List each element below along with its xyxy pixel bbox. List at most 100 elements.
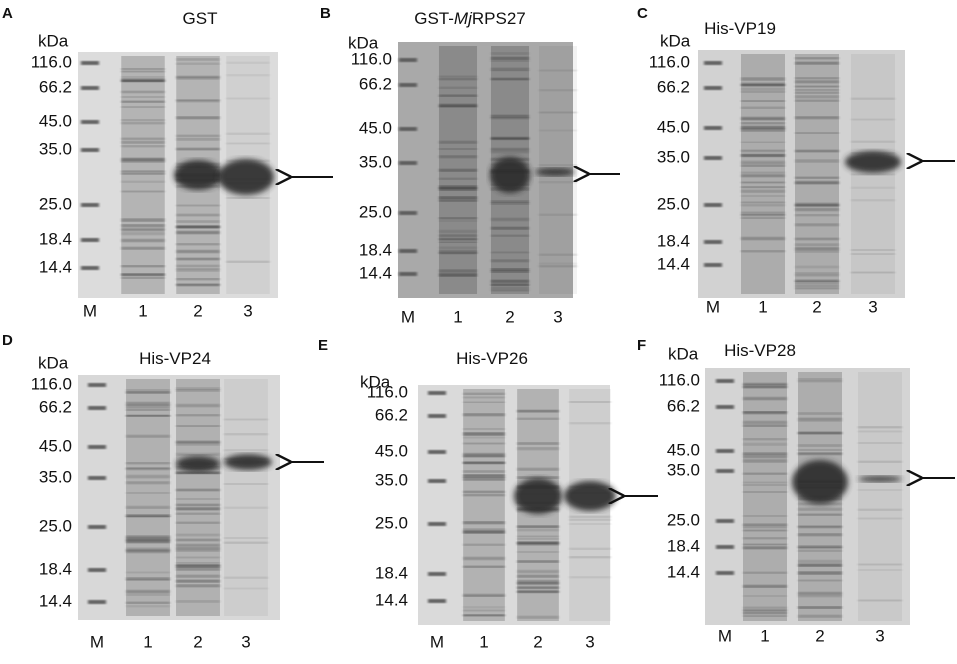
- band: [517, 468, 559, 471]
- band: [438, 94, 478, 97]
- band: [798, 449, 842, 451]
- band: [490, 251, 530, 254]
- marker-label: 66.2: [359, 74, 392, 93]
- band: [798, 420, 842, 422]
- band: [538, 129, 578, 132]
- band: [517, 586, 559, 589]
- lane-label: 2: [812, 297, 821, 316]
- band: [176, 600, 220, 603]
- band: [741, 117, 785, 121]
- band: [176, 489, 220, 491]
- band: [798, 614, 842, 618]
- marker-band: [704, 126, 722, 130]
- band: [741, 164, 785, 167]
- band: [741, 77, 785, 81]
- band: [176, 204, 220, 207]
- band: [490, 59, 530, 62]
- band: [741, 204, 785, 207]
- band: [741, 201, 785, 204]
- marker-label: 66.2: [667, 396, 700, 415]
- band: [126, 492, 170, 494]
- band: [538, 69, 578, 72]
- band: [569, 523, 611, 525]
- marker-band: [81, 120, 99, 124]
- band: [176, 265, 220, 267]
- band: [438, 177, 478, 180]
- marker-label: 45.0: [667, 440, 700, 459]
- band: [798, 525, 842, 527]
- band: [741, 213, 785, 215]
- band: [176, 574, 220, 578]
- title-part: GST: [183, 9, 218, 28]
- band: [743, 595, 787, 597]
- band: [851, 97, 895, 100]
- title-part: His-VP24: [139, 349, 211, 368]
- band: [463, 609, 505, 612]
- band: [798, 412, 842, 415]
- band: [858, 563, 902, 566]
- panel-letter: C: [637, 5, 648, 22]
- gel-image: [418, 385, 616, 625]
- band: [795, 250, 839, 253]
- band: [176, 547, 220, 550]
- band: [224, 483, 268, 485]
- band: [126, 391, 170, 393]
- band: [463, 470, 505, 473]
- panel-title: His-VP19: [704, 19, 776, 38]
- band: [795, 266, 839, 268]
- expressed-band: [218, 159, 274, 195]
- band: [795, 237, 839, 240]
- band: [743, 386, 787, 388]
- band: [176, 134, 220, 137]
- marker-label: 116.0: [649, 52, 690, 71]
- band: [176, 250, 220, 253]
- band: [741, 106, 785, 109]
- lane-label: 3: [553, 307, 562, 326]
- lane-label: 3: [241, 632, 250, 651]
- lane-label: 2: [193, 301, 202, 320]
- band: [463, 521, 505, 525]
- band: [463, 544, 505, 546]
- marker-label: 25.0: [667, 510, 700, 529]
- band: [795, 57, 839, 60]
- band: [126, 462, 170, 464]
- band: [517, 537, 559, 540]
- lane-label: 2: [533, 632, 542, 651]
- band: [798, 378, 842, 381]
- marker-band: [428, 599, 446, 603]
- band: [851, 173, 895, 176]
- band: [517, 616, 559, 619]
- marker-band: [428, 414, 446, 418]
- band: [176, 549, 220, 552]
- band: [741, 141, 785, 143]
- marker-band: [88, 525, 106, 529]
- band: [126, 468, 170, 470]
- band: [517, 582, 559, 585]
- band: [121, 218, 165, 222]
- panel-letter: D: [2, 332, 13, 349]
- band: [743, 543, 787, 546]
- marker-label: 116.0: [367, 382, 408, 401]
- band: [126, 515, 170, 518]
- title-part: Mj: [454, 9, 473, 28]
- marker-label: 45.0: [657, 117, 690, 136]
- band: [463, 436, 505, 439]
- band: [226, 74, 270, 76]
- band: [538, 111, 578, 114]
- lane: [463, 389, 505, 621]
- band: [121, 90, 165, 93]
- band: [176, 567, 220, 571]
- band: [490, 259, 530, 263]
- lane-label: M: [401, 307, 415, 326]
- band: [517, 529, 559, 531]
- band: [743, 481, 787, 484]
- band: [438, 196, 478, 199]
- band: [743, 443, 787, 446]
- marker-band: [428, 572, 446, 576]
- marker-band: [716, 545, 734, 549]
- band: [741, 150, 785, 153]
- band: [438, 252, 478, 255]
- band: [490, 117, 530, 120]
- band: [121, 70, 165, 73]
